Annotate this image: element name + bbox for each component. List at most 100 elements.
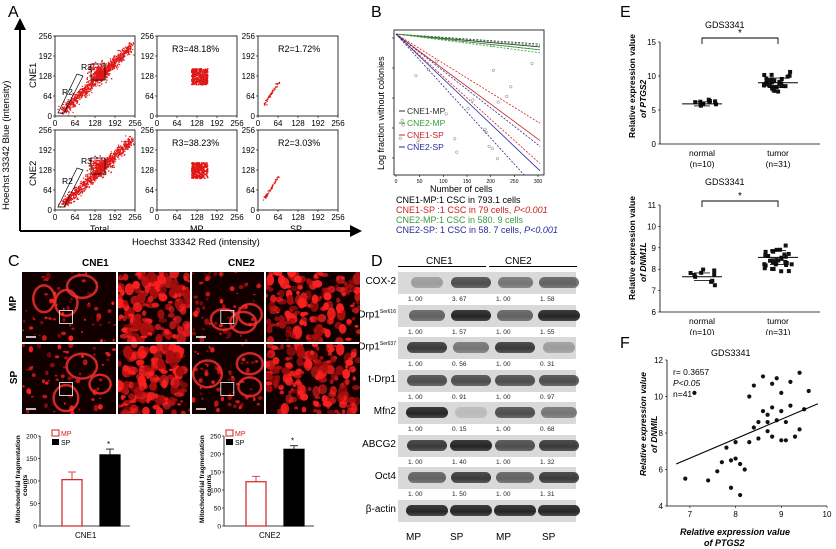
a-ytick-label: 0 xyxy=(48,206,53,215)
c-mitochondria-signal xyxy=(107,321,111,324)
c-mitochondria-signal xyxy=(336,297,341,304)
c-mitochondria-signal xyxy=(179,388,188,393)
c-mitochondria-signal xyxy=(346,319,352,324)
d-band xyxy=(408,472,446,483)
c-mitochondria-signal xyxy=(202,306,206,310)
c-image-cne2-mp-zoom xyxy=(266,272,360,342)
c-ylabel-line1: Mitochondrial fragmentation xyxy=(199,435,206,523)
e-tumor-point xyxy=(778,247,783,252)
b-data-point xyxy=(398,136,402,140)
a-xtick-label: 128 xyxy=(291,213,305,222)
c-mitochondria-signal xyxy=(197,352,200,355)
a-ytick-label: 192 xyxy=(39,52,53,61)
e-tumor-point xyxy=(773,84,778,89)
b-data-point xyxy=(487,144,491,148)
e-tumor-point xyxy=(769,77,774,82)
c-mitochondria-signal xyxy=(292,382,297,388)
c-mitochondria-signal xyxy=(266,325,273,334)
c-mitochondria-signal xyxy=(199,386,202,390)
f-title: GDS3341 xyxy=(711,348,751,358)
c-mitochondria-signal xyxy=(335,337,344,342)
a-ytick-label: 256 xyxy=(242,126,256,135)
d-band xyxy=(497,277,533,288)
c-mitochondria-signal xyxy=(252,293,256,296)
b-data-point xyxy=(455,150,459,154)
d-quant-value: 0. 91 xyxy=(452,393,467,401)
c-mitochondria-signal xyxy=(266,274,275,286)
b-legend-label: CNE1-SP xyxy=(407,130,444,140)
c-mitochondria-signal xyxy=(101,364,105,366)
c-mitochondria-signal xyxy=(142,406,150,414)
d-protein-name: Oct4 xyxy=(374,471,396,482)
c-mitochondria-signal xyxy=(291,334,296,339)
f-data-point xyxy=(728,458,734,463)
c-mitochondria-signal xyxy=(256,283,262,289)
c-image-cne2-sp-overview xyxy=(192,344,264,414)
d-band xyxy=(539,472,579,483)
f-data-point xyxy=(792,434,798,439)
e-tumor-point xyxy=(779,83,784,88)
b-data-point xyxy=(414,74,418,78)
a-xtick-label: 192 xyxy=(311,119,325,128)
c-mitochondria-signal xyxy=(266,352,272,359)
e-tumor-point xyxy=(783,84,788,89)
c-mitochondria-signal xyxy=(145,398,150,404)
f-data-point xyxy=(756,436,761,441)
c-legend-label-mp: MP xyxy=(235,431,246,438)
c-mitochondria-signal xyxy=(139,350,148,358)
c-mitochondria-signal xyxy=(341,310,345,313)
c-mitochondria-signal xyxy=(241,357,246,362)
c-mitochondria-signal xyxy=(42,379,45,384)
a-events-cne2-sp xyxy=(263,176,280,201)
c-mitochondria-signal xyxy=(142,302,146,307)
e-significance-bracket xyxy=(701,200,779,207)
e-group-name: normal xyxy=(689,148,715,158)
d-lane-4: SP xyxy=(542,532,556,543)
c-mitochondria-signal xyxy=(270,323,275,327)
e-ytick-label: 7 xyxy=(652,287,657,296)
c-mitochondria-signal xyxy=(229,373,232,376)
c-mitochondria-signal xyxy=(158,317,167,323)
c-significance-star: * xyxy=(291,437,294,446)
b-data-point xyxy=(509,85,513,89)
c-mitochondria-signal xyxy=(172,351,181,364)
d-band xyxy=(495,439,535,451)
c-mitochondria-signal xyxy=(44,381,49,385)
c-mitochondria-signal xyxy=(298,353,307,358)
c-mitochondria-signal xyxy=(128,366,139,375)
c-mitochondria-signal xyxy=(240,362,244,365)
c-mitochondria-signal xyxy=(342,368,351,380)
c-cell-outline xyxy=(237,302,264,327)
e-tumor-point xyxy=(783,254,788,259)
c-mitochondria-signal xyxy=(159,283,167,295)
c-mitochondria-signal xyxy=(181,286,186,291)
c-mitochondria-signal xyxy=(222,304,225,308)
e-tumor-point xyxy=(779,256,784,261)
a-ytick-label: 256 xyxy=(39,32,53,41)
c-bar-mp xyxy=(61,479,83,527)
e-tumor-point xyxy=(772,88,777,93)
c-ytick-label: 150 xyxy=(26,456,37,463)
d-quant-value: 0. 15 xyxy=(452,426,467,433)
c-mitochondria-signal xyxy=(287,272,296,278)
c-mitochondria-signal xyxy=(317,313,327,323)
a-xtick-label: 64 xyxy=(71,119,80,128)
c-mitochondria-signal xyxy=(226,336,229,339)
e-normal-point xyxy=(712,272,717,277)
b-data-point xyxy=(426,68,430,72)
c-mitochondria-signal xyxy=(111,301,115,306)
e-top-ylabel-2: of PTGS2 xyxy=(638,79,648,118)
c-mitochondria-signal xyxy=(147,331,152,336)
c-image-cne2-mp-overview xyxy=(192,272,264,342)
c-mitochondria-signal xyxy=(286,344,291,348)
c-mitochondria-signal xyxy=(322,400,333,408)
c-mitochondria-signal xyxy=(286,346,297,357)
a-y-axis-arrowhead xyxy=(14,18,26,30)
c-mitochondria-signal xyxy=(61,331,67,336)
c-mitochondria-signal xyxy=(256,402,261,406)
c-mitochondria-signal xyxy=(68,335,74,342)
c-mitochondria-signal xyxy=(270,294,277,304)
d-quant-value: 1. 00 xyxy=(408,491,423,498)
a-events-cne1-mp xyxy=(191,68,209,86)
c-mitochondria-signal xyxy=(120,396,125,400)
